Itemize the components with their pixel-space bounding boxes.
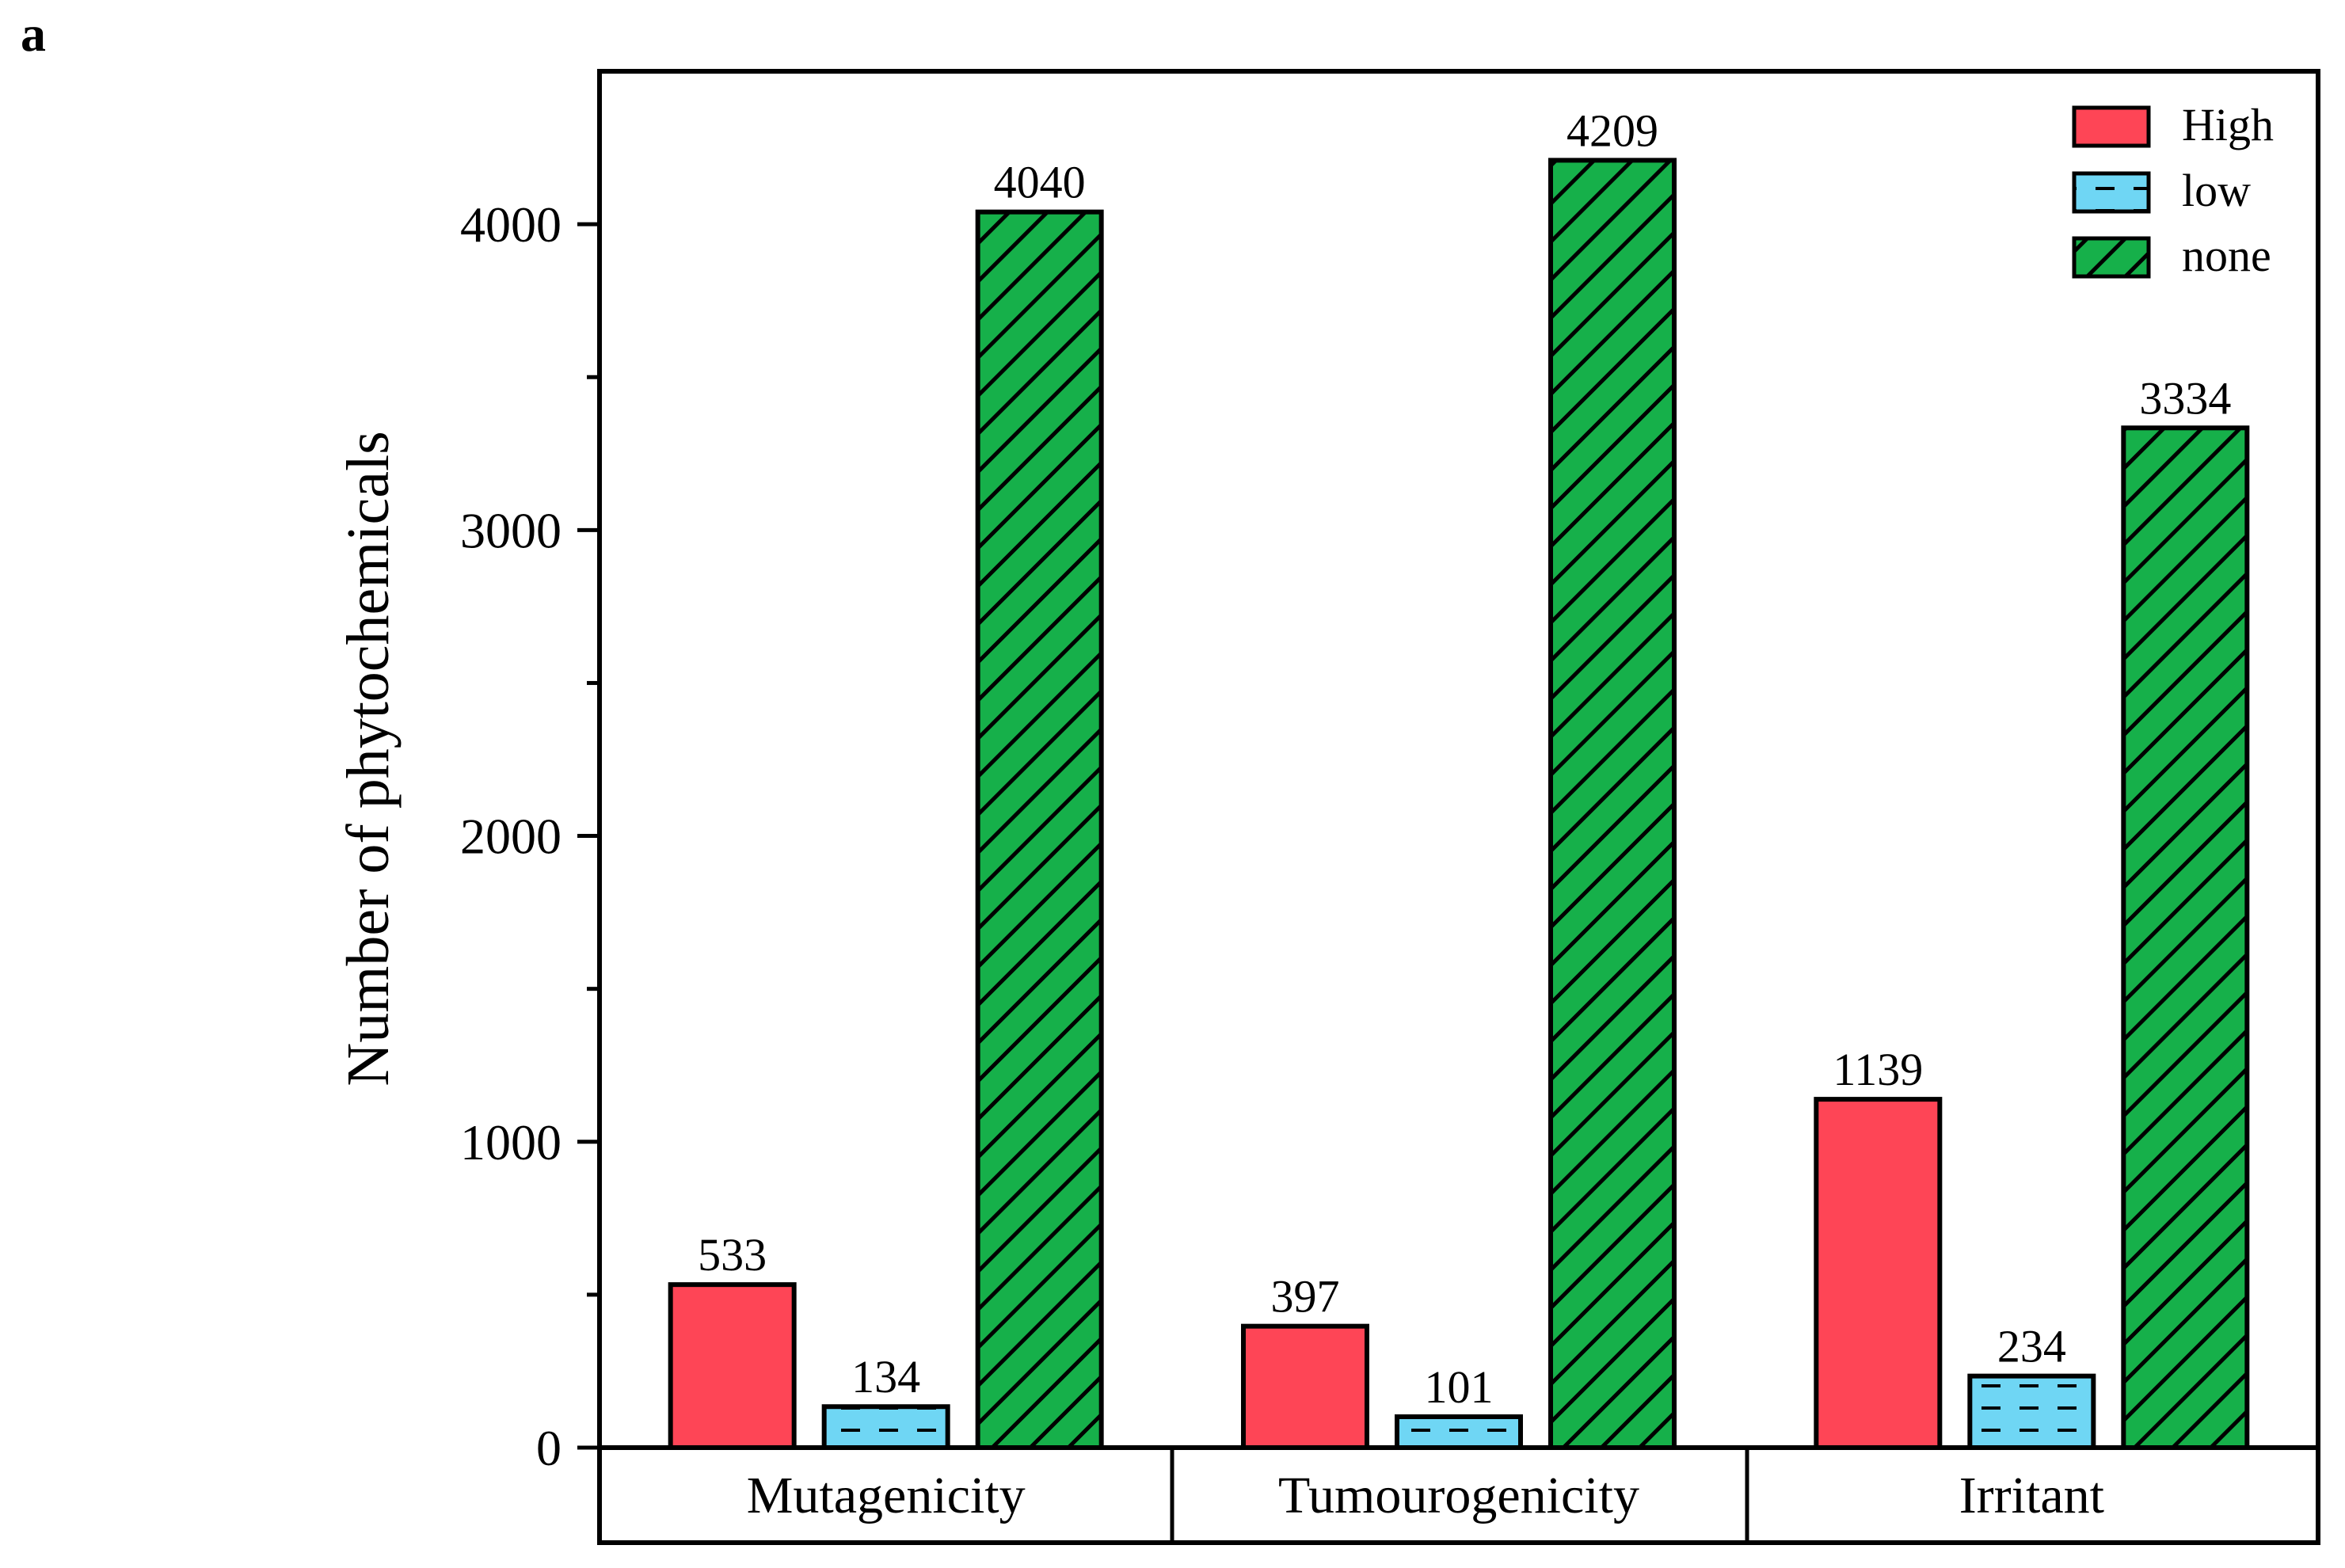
bar-value-label: 3334 <box>2139 372 2231 424</box>
bars <box>668 158 2250 1451</box>
y-tick-label: 4000 <box>460 196 562 253</box>
y-tick-label: 0 <box>536 1420 562 1476</box>
bar-low-tumourogenicity <box>1395 1414 1523 1451</box>
bar-value-label: 134 <box>851 1351 920 1402</box>
legend-label-none: none <box>2182 230 2271 281</box>
bar-none-irritant <box>2121 425 2250 1450</box>
plot-frame <box>597 69 2320 1450</box>
y-tick-label: 1000 <box>460 1114 562 1170</box>
bar-value-labels: 533 134 4040 397 101 4209 1139 234 3334 <box>698 105 2231 1413</box>
bar-value-label: 397 <box>1271 1271 1340 1323</box>
bar-low-mutagenicity <box>821 1404 950 1450</box>
bar-low-irritant <box>1967 1373 2096 1451</box>
legend-label-high: High <box>2182 99 2274 150</box>
bar-high-irritant <box>1814 1097 1943 1450</box>
legend-swatch-low <box>2072 171 2151 214</box>
legend-swatch-none <box>2072 236 2151 279</box>
x-category-label: Mutagenicity <box>747 1467 1026 1524</box>
legend: High low none <box>2072 99 2274 281</box>
bar-high-tumourogenicity <box>1241 1323 1369 1451</box>
y-axis-title: Number of phytochemicals <box>335 431 402 1086</box>
legend-label-low: low <box>2182 165 2251 216</box>
y-tick-label: 3000 <box>460 502 562 558</box>
y-tick-label: 2000 <box>460 809 562 865</box>
bar-none-tumourogenicity <box>1548 158 1677 1451</box>
x-category-table <box>597 1445 2320 1545</box>
panel-label: a <box>21 6 46 62</box>
bar-value-label: 4209 <box>1567 105 1658 156</box>
x-category-labels: Mutagenicity Tumourogenicity Irritant <box>747 1467 2104 1524</box>
bar-value-label: 533 <box>698 1229 767 1281</box>
y-axis-ticks: 0 1000 2000 3000 4000 <box>460 196 600 1476</box>
bar-value-label: 234 <box>1997 1321 2066 1372</box>
x-category-label: Tumourogenicity <box>1278 1467 1639 1524</box>
x-category-label: Irritant <box>1959 1467 2104 1524</box>
bar-high-mutagenicity <box>668 1282 797 1450</box>
legend-swatch-high <box>2072 105 2151 148</box>
bar-value-label: 4040 <box>994 157 1086 208</box>
bar-none-mutagenicity <box>975 209 1104 1450</box>
bar-value-label: 101 <box>1425 1361 1494 1413</box>
bar-value-label: 1139 <box>1833 1044 1923 1095</box>
